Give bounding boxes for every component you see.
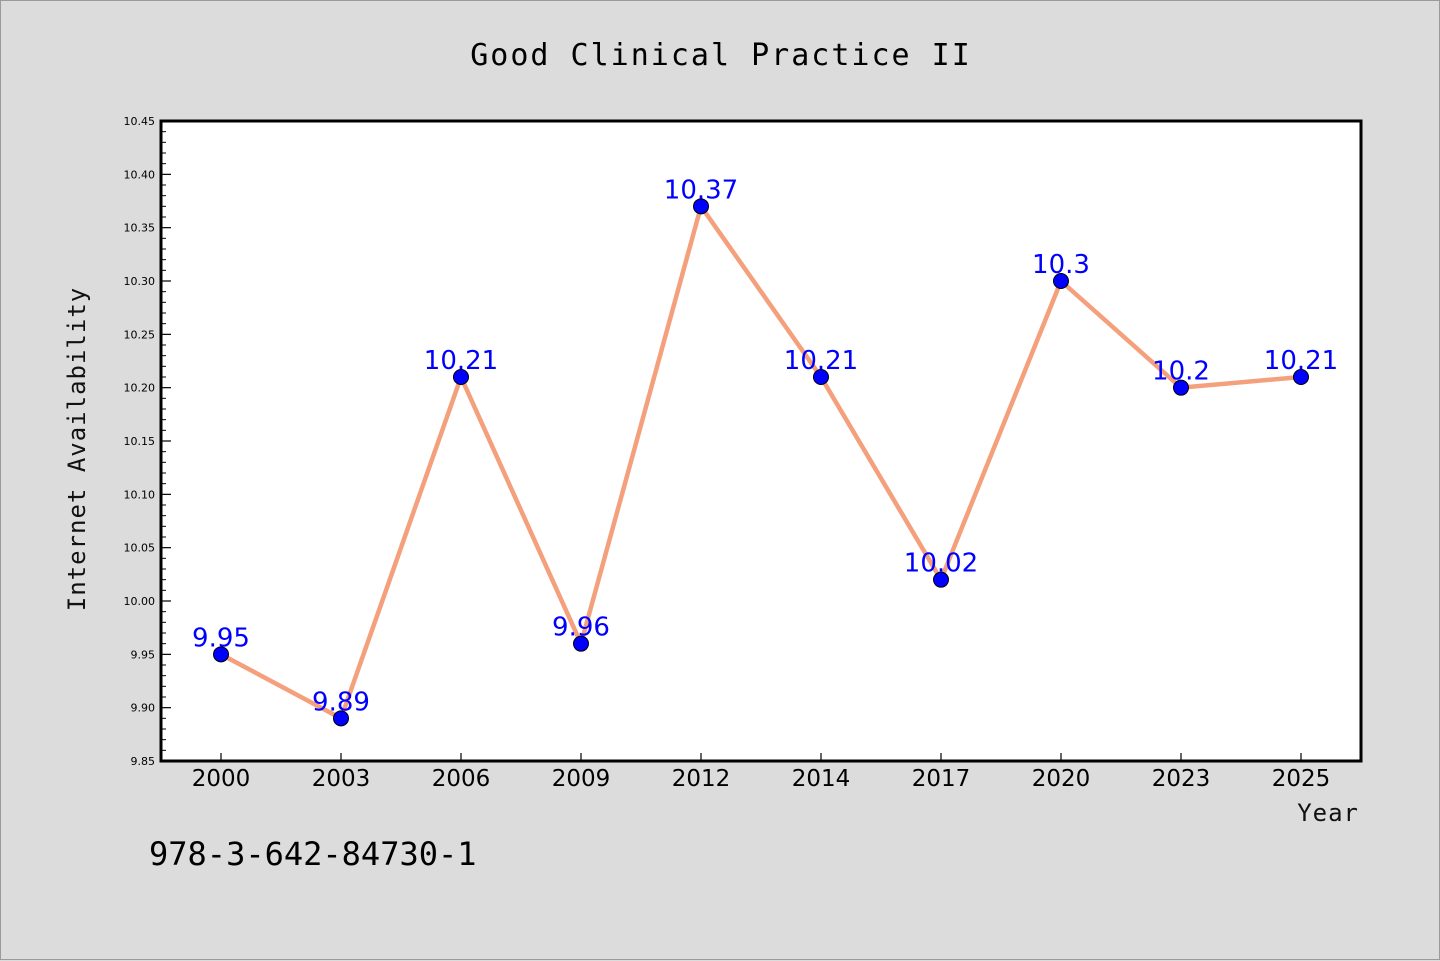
x-tick-label: 2017 [912, 766, 971, 792]
y-tick-label: 10.45 [124, 115, 156, 128]
data-label: 10.21 [1264, 346, 1338, 376]
y-tick-label: 10.00 [124, 595, 156, 608]
data-point [573, 635, 589, 652]
data-label: 10.3 [1032, 250, 1090, 280]
data-point [1053, 273, 1069, 289]
data-point [453, 369, 469, 385]
data-label: 10.02 [904, 549, 978, 579]
x-tick-label: 2014 [792, 766, 851, 792]
x-tick-label: 2009 [552, 766, 611, 792]
y-tick-label: 10.20 [124, 382, 156, 395]
y-tick-label: 9.85 [131, 755, 156, 768]
data-label: 9.96 [552, 613, 610, 643]
x-tick-label: 2000 [192, 766, 251, 792]
data-point [1293, 369, 1309, 385]
x-tick-label: 2012 [672, 766, 731, 792]
x-tick-label: 2020 [1032, 766, 1091, 792]
data-point [693, 198, 709, 215]
y-tick-label: 10.40 [124, 168, 156, 181]
data-point [813, 369, 829, 385]
y-tick-label: 9.95 [131, 648, 156, 661]
chart-title: Good Clinical Practice II [470, 38, 972, 73]
series-layer: 9.95 9.89 10.21 9.96 10.37 10.21 10.02 10.3 10.2… [192, 175, 1338, 727]
x-tick-label: 2025 [1272, 766, 1331, 792]
y-tick-label: 10.25 [124, 328, 156, 341]
y-tick-label: 10.30 [124, 275, 156, 288]
data-label: 10.21 [784, 346, 858, 376]
data-point [213, 646, 229, 663]
x-tick-label: 2003 [312, 766, 371, 792]
y-axis-label: Internet Availability [63, 287, 91, 611]
y-tick-label: 10.15 [124, 435, 156, 448]
y-tick-label: 10.10 [124, 488, 156, 501]
footer-isbn: 978-3-642-84730-1 [149, 835, 477, 873]
plot-area [159, 119, 1363, 763]
data-label: 9.95 [192, 623, 250, 653]
data-label: 10.21 [424, 346, 498, 376]
data-point [1173, 379, 1189, 396]
data-label: 10.37 [664, 175, 738, 205]
y-tick-label: 10.05 [124, 542, 156, 555]
y-tick-label: 9.90 [131, 702, 156, 715]
data-label: 10.2 [1152, 357, 1210, 387]
x-tick-label: 2023 [1152, 766, 1211, 792]
series-line [219, 204, 1302, 721]
data-label: 9.89 [312, 687, 370, 717]
y-axis: 9.85 9.90 9.95 10.00 10.05 10.10 10.15 10.20 10.… [124, 115, 171, 768]
x-tick-label: 2006 [432, 766, 491, 792]
data-point [933, 571, 949, 588]
y-tick-label: 10.35 [124, 222, 156, 235]
data-point [333, 710, 349, 727]
x-axis: 2000 2003 2006 2009 2012 2014 2017 2020 2023 2025 [192, 753, 1331, 792]
x-axis-label: Year [1297, 799, 1359, 827]
